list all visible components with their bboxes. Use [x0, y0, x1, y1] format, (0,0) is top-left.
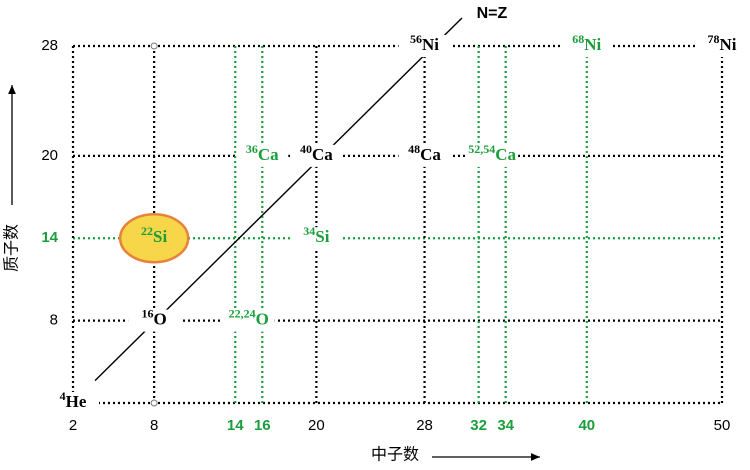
label-bg: [398, 35, 451, 57]
label-bg: [466, 144, 519, 167]
element-symbol: Ni: [720, 35, 737, 54]
label-bg: [222, 309, 275, 332]
x-tick-label: 50: [714, 417, 731, 434]
x-tick-label: 28: [416, 417, 433, 434]
mass-number: 22: [141, 224, 153, 238]
end-marker: [150, 399, 158, 407]
nucleus: 16O: [142, 306, 167, 328]
x-tick-label: 20: [308, 417, 325, 434]
element-symbol: Si: [315, 227, 329, 246]
element-symbol: Ca: [420, 145, 441, 164]
mass-number: 52,54: [468, 142, 495, 156]
element-symbol: Ni: [422, 35, 439, 54]
nucleus: 22Si: [141, 224, 167, 246]
n-equals-z-label: N=Z: [477, 5, 508, 22]
nucleus: 22,24O: [229, 306, 269, 328]
x-tick-label: 14: [227, 417, 244, 434]
mass-number: 16: [142, 306, 154, 320]
label-bg: [560, 35, 613, 57]
mass-number: 36: [246, 142, 258, 156]
element-symbol: Ni: [584, 35, 601, 54]
nucleus: 56Ni: [410, 32, 439, 54]
y-tick-label: 8: [50, 312, 58, 329]
label-bg: [128, 309, 181, 332]
label-bg: [398, 144, 451, 167]
element-symbol: He: [66, 392, 87, 411]
nucleus: 36Ca: [246, 142, 279, 164]
y-tick-label: 14: [41, 229, 58, 246]
x-tick-label: 32: [470, 417, 487, 434]
nucleus: 48Ca: [408, 142, 441, 164]
mass-number: 40: [300, 142, 312, 156]
y-tick-label: 28: [41, 37, 58, 54]
y-axis-title: 质子数: [2, 224, 21, 272]
nucleus: 4He: [60, 389, 87, 411]
label-bg: [696, 35, 748, 57]
label-bg: [290, 144, 343, 167]
label-bg: [47, 392, 99, 414]
x-tick-label: 16: [254, 417, 271, 434]
element-symbol: O: [154, 310, 167, 329]
mass-number: 22,24: [229, 306, 256, 320]
element-symbol: Si: [153, 227, 167, 246]
highlight: [118, 212, 190, 264]
x-tick-label: 34: [497, 417, 514, 434]
element-symbol: Ca: [312, 145, 333, 164]
x-tick-label: 2: [69, 417, 77, 434]
y-tick-label: 20: [41, 147, 58, 164]
nucleus: 68Ni: [572, 32, 601, 54]
mass-number: 56: [410, 32, 422, 46]
nucleus: 40Ca: [300, 142, 333, 164]
element-symbol: O: [256, 310, 269, 329]
nucleus: 52,54Ca: [468, 142, 516, 164]
mass-number: 48: [408, 142, 420, 156]
mass-number: 68: [572, 32, 584, 46]
x-axis-title: 中子数: [371, 445, 419, 464]
mass-number: 34: [303, 224, 315, 238]
element-symbol: Ca: [258, 145, 279, 164]
x-tick-label: 8: [150, 417, 158, 434]
grid: 28142028281416202832344050N=Z: [41, 5, 730, 434]
nucleus: 34Si: [303, 224, 329, 246]
label-bg: [236, 144, 289, 167]
mass-number: 4: [60, 389, 66, 403]
nucleus: 78Ni: [708, 32, 737, 54]
x-tick-label: 40: [578, 417, 595, 434]
mass-number: 78: [708, 32, 720, 46]
label-bg: [290, 227, 343, 250]
end-marker: [150, 42, 158, 50]
element-symbol: Ca: [495, 145, 516, 164]
